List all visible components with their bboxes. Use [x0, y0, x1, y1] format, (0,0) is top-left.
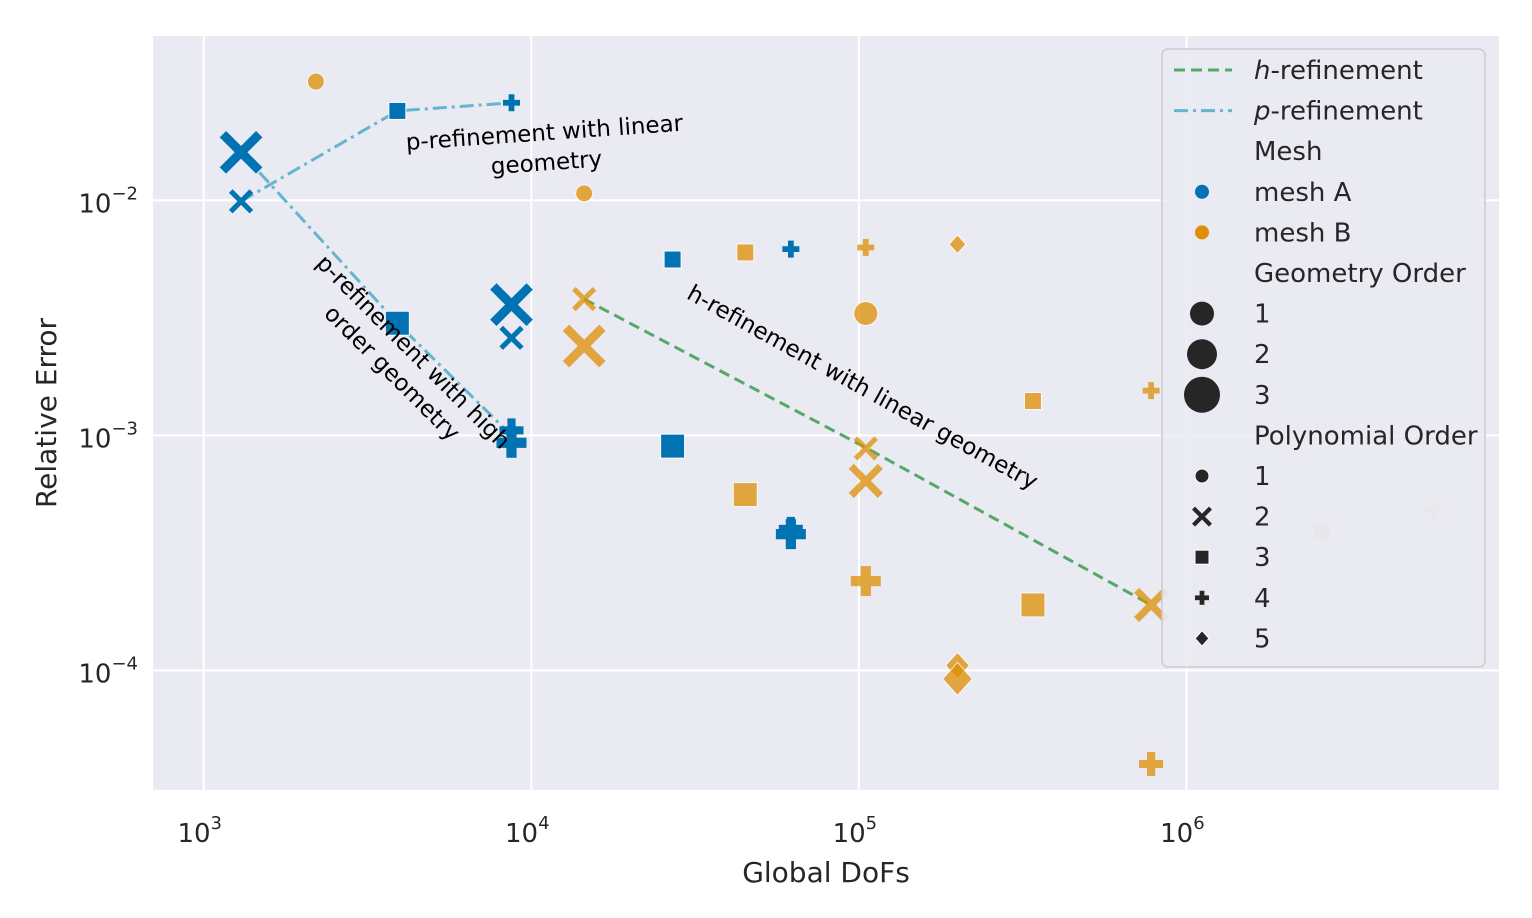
- legend-geometry-title: Geometry Order: [1254, 259, 1466, 289]
- legend-polynomial-swatch: [1194, 549, 1210, 565]
- data-point: [736, 243, 755, 262]
- data-point: [663, 250, 682, 269]
- legend-geometry-swatch: [1184, 376, 1220, 413]
- data-point: [941, 661, 973, 697]
- legend-polynomial-swatch: [1194, 468, 1210, 484]
- data-point: [850, 566, 881, 597]
- legend-geometry-item: 2: [1254, 340, 1271, 370]
- refinement-lines: [239, 101, 1152, 607]
- y-tick-label: 10−3: [78, 418, 138, 454]
- legend-mesh-item: mesh B: [1254, 218, 1351, 248]
- data-point: [1142, 382, 1160, 400]
- legend-frame: [1161, 48, 1486, 668]
- data-point: [732, 482, 758, 508]
- data-point: [782, 240, 800, 258]
- data-point: [575, 184, 594, 203]
- data-point: [853, 300, 879, 326]
- legend-polynomial-swatch: [1195, 590, 1209, 605]
- legend-geometry-swatch: [1187, 339, 1217, 370]
- legend-mesh-swatch: [1195, 184, 1209, 199]
- legend-h-refinement: h-refinement: [1254, 56, 1423, 86]
- y-tick-labels: 10−2 10−3 10−4: [78, 183, 138, 689]
- data-point: [948, 234, 967, 255]
- data-point: [660, 433, 686, 459]
- y-tick-label: 10−4: [78, 653, 138, 689]
- legend-mesh-swatch: [1195, 225, 1209, 240]
- legend-polynomial-item: 2: [1254, 503, 1271, 533]
- legend-polynomial-title: Polynomial Order: [1254, 421, 1478, 451]
- y-axis-label: Relative Error: [30, 317, 63, 508]
- x-axis-label: Global DoFs: [742, 856, 910, 889]
- legend-p-refinement: p-refinement: [1253, 97, 1423, 127]
- legend: h-refinement p-refinement Mesh mesh A mesh B…: [1161, 48, 1486, 668]
- legend-polynomial-item: 1: [1254, 462, 1271, 492]
- y-tick-label: 10−2: [78, 183, 138, 219]
- legend-geometry-item: 1: [1254, 300, 1271, 330]
- data-point: [775, 519, 806, 550]
- x-tick-labels: 103 104 105 106: [177, 813, 1204, 849]
- legend-polynomial-swatch: [1192, 506, 1212, 527]
- data-point: [502, 94, 520, 112]
- data-point: [562, 324, 606, 368]
- data-point: [1020, 592, 1046, 618]
- legend-polynomial-item: 5: [1254, 624, 1271, 654]
- legend-polynomial-item: 4: [1254, 584, 1271, 614]
- data-point: [572, 286, 597, 312]
- p-refinement-line: [240, 101, 512, 203]
- legend-polynomial-swatch: [1194, 629, 1210, 647]
- data-point: [306, 72, 325, 91]
- legend-geometry-swatch: [1190, 301, 1214, 326]
- legend-mesh-item: mesh A: [1254, 178, 1352, 208]
- data-point: [853, 436, 878, 461]
- data-point: [384, 310, 410, 336]
- x-tick-label: 106: [1160, 813, 1205, 849]
- data-point: [857, 238, 875, 256]
- legend-polynomial-item: 3: [1254, 543, 1271, 573]
- x-tick-label: 105: [833, 813, 878, 849]
- data-point: [490, 283, 533, 326]
- data-point: [1133, 587, 1169, 623]
- data-point: [1023, 392, 1042, 411]
- data-point: [848, 463, 883, 499]
- data-point: [388, 101, 407, 120]
- legend-mesh-title: Mesh: [1254, 137, 1322, 167]
- x-tick-label: 103: [177, 813, 222, 849]
- h-refinement-line: [583, 297, 1152, 607]
- data-point: [496, 427, 527, 458]
- data-point: [1139, 751, 1164, 776]
- data-point: [499, 325, 524, 350]
- data-point: [228, 189, 254, 214]
- data-point: [219, 130, 263, 174]
- legend-geometry-item: 3: [1254, 381, 1271, 411]
- x-tick-label: 104: [505, 813, 550, 849]
